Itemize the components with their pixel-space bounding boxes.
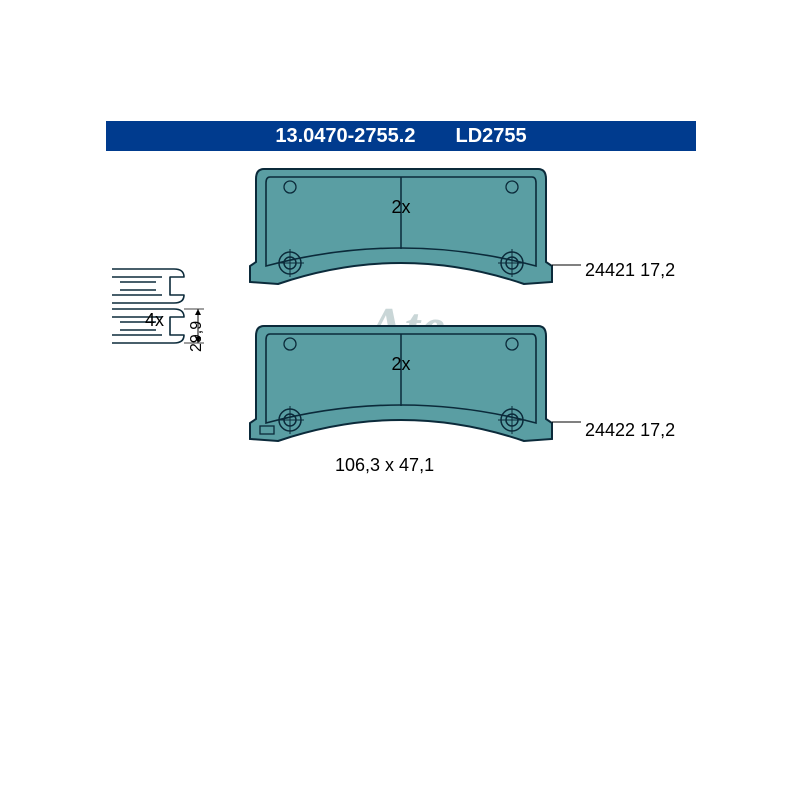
svg-text:2x: 2x bbox=[391, 197, 410, 217]
part-number: 13.0470-2755.2 bbox=[275, 125, 415, 148]
top-pad-ref: 24421 17,2 bbox=[585, 260, 675, 281]
bottom-pad-dim: 106,3 x 47,1 bbox=[335, 455, 434, 476]
clip-height-label: 29,9 bbox=[188, 321, 206, 352]
bottom-pad-ref: 24422 17,2 bbox=[585, 420, 675, 441]
svg-text:2x: 2x bbox=[391, 354, 410, 374]
part-code: LD2755 bbox=[455, 125, 526, 148]
clip-qty-label: 4x bbox=[145, 310, 164, 331]
clip-group bbox=[112, 269, 184, 343]
header-bar: 13.0470-2755.2 LD2755 bbox=[106, 121, 696, 151]
